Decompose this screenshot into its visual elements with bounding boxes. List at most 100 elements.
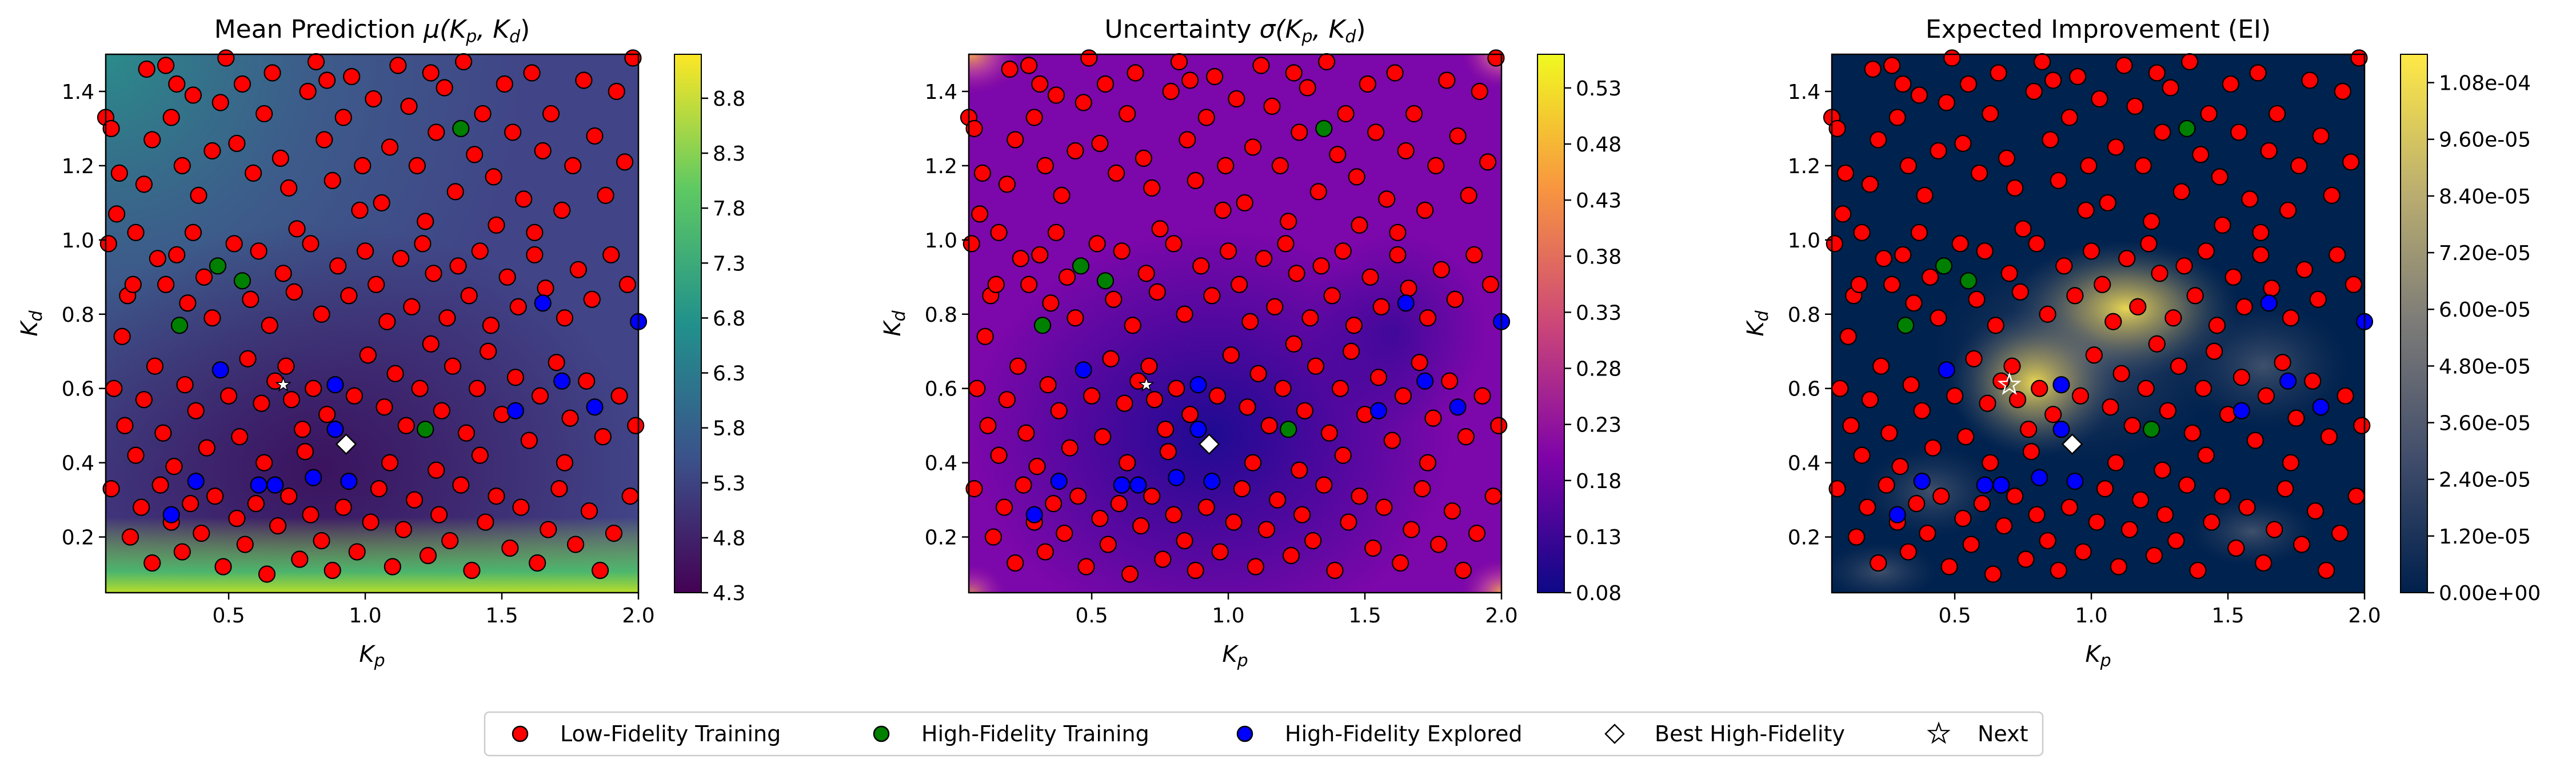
low-fidelity-point	[102, 119, 120, 138]
colorbar-tick-label: 0.00e+00	[2439, 582, 2541, 605]
low-fidelity-point	[2082, 242, 2100, 260]
low-fidelity-point	[1094, 428, 1112, 446]
low-fidelity-point	[400, 97, 418, 115]
low-fidelity-point	[1883, 57, 1901, 74]
colorbar-tick-label: 6.3	[713, 362, 745, 386]
low-fidelity-point	[2317, 561, 2335, 580]
low-fidelity-point	[471, 446, 489, 464]
low-fidelity-point	[1162, 82, 1180, 101]
low-fidelity-point	[1047, 223, 1065, 241]
high-fidelity-explored-point	[1416, 372, 1434, 390]
low-fidelity-point	[2170, 357, 2188, 375]
low-fidelity-point	[1454, 561, 1472, 580]
low-fidelity-point	[2017, 550, 2035, 568]
low-fidelity-point	[151, 476, 169, 494]
low-fidelity-point	[414, 235, 432, 253]
colorbar-tick-label: 0.18	[1576, 470, 1622, 493]
low-fidelity-point	[203, 142, 221, 160]
colorbar-ticks: 0.08 0.13 0.18 0.23 0.28 0.33 0.38 0.43 0.48 0.53	[1564, 77, 1622, 605]
low-fidelity-point	[334, 498, 352, 516]
low-fidelity-point	[231, 428, 249, 446]
low-fidelity-point	[1924, 439, 1942, 457]
low-fidelity-point	[1017, 424, 1035, 442]
low-fidelity-point	[124, 275, 142, 293]
low-fidelity-point	[2050, 561, 2067, 580]
colorbar-tick-label: 7.8	[713, 197, 745, 221]
low-fidelity-point	[1247, 558, 1264, 576]
low-fidelity-point	[282, 391, 301, 409]
low-fidelity-point	[389, 57, 407, 74]
high-fidelity-explored-point	[506, 402, 525, 420]
legend: Low-Fidelity Training High-Fidelity Trai…	[484, 711, 2044, 757]
high-fidelity-explored-point	[211, 361, 229, 379]
low-fidelity-point	[2252, 223, 2270, 241]
low-fidelity-point	[1899, 543, 1917, 561]
low-fidelity-point	[2252, 246, 2270, 263]
high-fidelity-explored-point	[1189, 376, 1207, 394]
low-fidelity-point	[430, 506, 448, 524]
low-fidelity-point	[302, 506, 319, 524]
low-fidelity-point	[168, 246, 186, 263]
low-fidelity-point	[1878, 476, 1895, 494]
low-fidelity-point	[2266, 521, 2283, 538]
best-high-fidelity-point	[335, 433, 357, 455]
low-fidelity-point	[1913, 402, 1931, 420]
low-fidelity-point	[1962, 536, 1980, 553]
y-tick-label: 1.0	[1788, 229, 1820, 253]
colorbar-tick-label: 6.8	[713, 307, 745, 330]
low-fidelity-point	[219, 387, 238, 405]
colorbar-tick-label: 1.08e-04	[2439, 72, 2531, 95]
low-fidelity-point	[1181, 406, 1199, 424]
low-fidelity-point	[1157, 421, 1175, 438]
low-fidelity-point	[2050, 171, 2067, 189]
low-fidelity-point	[2039, 305, 2056, 323]
low-fidelity-point	[515, 190, 533, 208]
low-fidelity-point	[578, 372, 596, 390]
axes-frame	[105, 53, 640, 594]
low-fidelity-point	[564, 157, 582, 174]
low-fidelity-point	[1239, 398, 1256, 416]
low-fidelity-point	[2178, 476, 2196, 494]
low-fidelity-point	[1831, 379, 1849, 397]
low-fidelity-point	[1826, 235, 1843, 253]
low-fidelity-point	[2172, 183, 2190, 201]
low-fidelity-point	[1233, 480, 1251, 498]
low-fidelity-point	[2320, 428, 2338, 446]
low-fidelity-point	[1036, 157, 1054, 174]
low-fidelity-point	[1389, 246, 1407, 263]
low-fidelity-point	[1083, 387, 1101, 405]
low-fidelity-point	[2342, 153, 2360, 171]
panel-mean: Mean Prediction μ(Kp, Kd) 0.5 1.0 1.5 2.00.…	[17, 15, 745, 671]
high-fidelity-explored-point	[1129, 476, 1147, 494]
low-fidelity-point	[1465, 246, 1483, 263]
low-fidelity-point	[2044, 406, 2062, 424]
low-fidelity-point	[403, 298, 421, 315]
high-fidelity-training-point	[2143, 421, 2160, 438]
low-fidelity-point	[1165, 235, 1183, 253]
panel-uncertainty: Uncertainty σ(Kp, Kd) 0.5 1.0 1.5 2.0 0.2 0.4…	[880, 15, 1622, 671]
low-fidelity-point	[2255, 554, 2273, 572]
low-fidelity-point	[537, 279, 554, 297]
low-fidelity-point	[2282, 454, 2300, 472]
colorbar-tick-label: 2.40e-05	[2439, 469, 2531, 492]
low-fidelity-point	[1151, 220, 1169, 238]
low-fidelity-point	[1197, 109, 1215, 126]
colorbar-tick-label: 0.53	[1576, 77, 1622, 101]
low-fidelity-point	[1361, 268, 1379, 286]
low-fidelity-point	[1053, 186, 1071, 204]
low-fidelity-point	[1378, 190, 1396, 208]
low-fidelity-point	[468, 379, 486, 397]
low-fidelity-point	[2145, 546, 2163, 565]
low-fidelity-point	[2312, 127, 2330, 145]
low-fidelity-point	[1861, 175, 1879, 193]
high-fidelity-explored-point	[326, 376, 344, 394]
low-fidelity-point	[987, 275, 1005, 293]
high-fidelity-explored-point	[1050, 473, 1068, 490]
low-fidelity-point	[1364, 539, 1382, 557]
low-fidelity-point	[1009, 357, 1027, 375]
low-fidelity-point	[1263, 97, 1281, 115]
low-fidelity-point	[419, 546, 437, 565]
legend-item-best: Best High-Fidelity	[1604, 721, 1845, 746]
low-fidelity-point	[566, 536, 585, 553]
low-fidelity-point	[1214, 201, 1232, 219]
